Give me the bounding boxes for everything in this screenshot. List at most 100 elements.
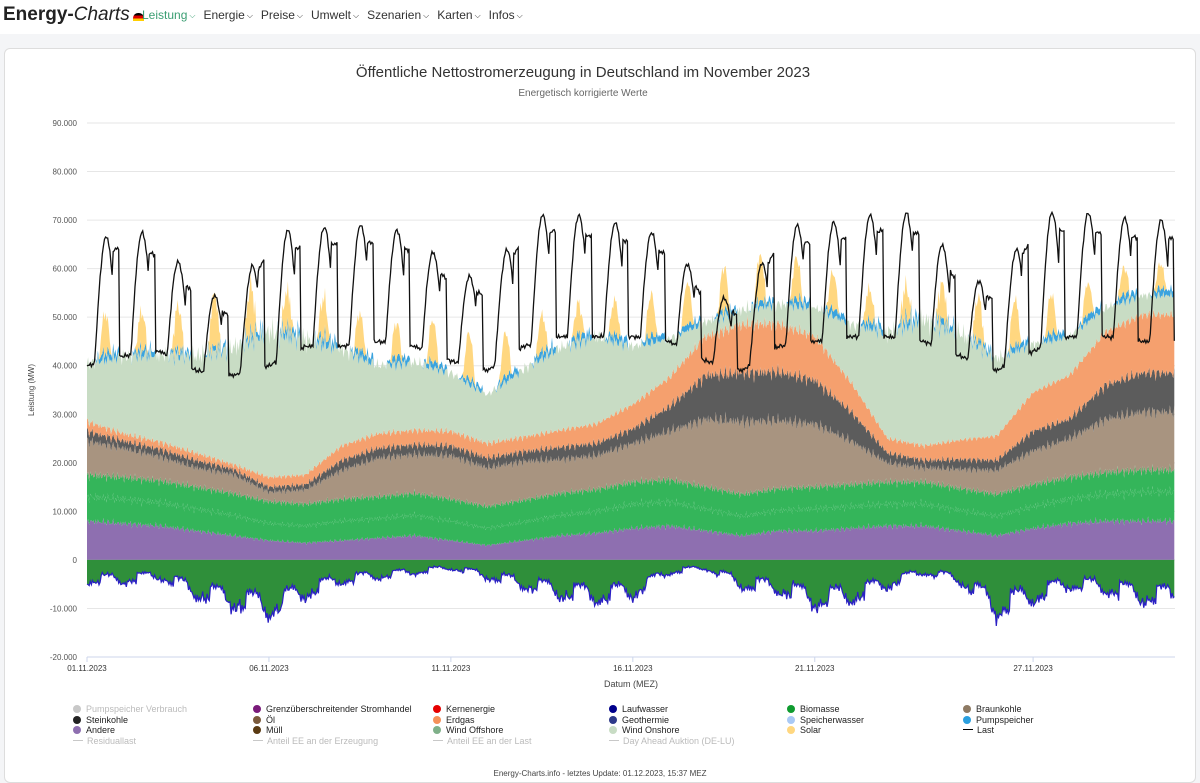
y-tick-label: -20.000	[50, 653, 78, 662]
menu-szenarien[interactable]: Szenarien ⌵	[367, 8, 430, 22]
legend-label: Öl	[266, 714, 275, 725]
legend-label: Kernenergie	[446, 704, 496, 714]
y-tick-label: -10.000	[50, 604, 78, 613]
x-axis-label: Datum (MEZ)	[604, 679, 658, 689]
legend-item[interactable]: Pumpspeicher	[963, 715, 1034, 725]
legend-label: Biomasse	[800, 704, 840, 714]
chevron-down-icon: ⌵	[353, 11, 360, 20]
brand-sub: Charts	[73, 4, 130, 25]
legend-item[interactable]: Day Ahead Auktion (DE-LU)	[609, 736, 735, 746]
x-tick-label: 11.11.2023	[431, 664, 470, 673]
menu-infos[interactable]: Infos ⌵	[488, 8, 523, 22]
legend-line-icon	[433, 739, 443, 741]
legend-row: Pumpspeicher Verbrauch Grenzüberschreiten…	[73, 704, 1173, 715]
line-last	[86, 210, 1175, 379]
legend-item[interactable]: Wind Onshore	[609, 725, 680, 735]
x-tick-label: 27.11.2023	[1013, 664, 1053, 673]
german-flag-icon	[132, 13, 144, 21]
menu-energie[interactable]: Energie ⌵	[203, 8, 253, 22]
chevron-down-icon: ⌵	[423, 11, 430, 20]
brand-main: Energy-	[3, 4, 74, 25]
area-biomasse	[87, 463, 1175, 531]
legend-item[interactable]: Solar	[787, 725, 821, 735]
legend-label: Speicherwasser	[800, 714, 865, 725]
legend-item[interactable]: Andere	[73, 725, 115, 735]
legend-item[interactable]: Anteil EE an der Erzeugung	[253, 736, 378, 746]
legend-item[interactable]: Grenzüberschreitender Stromhandel	[253, 704, 412, 714]
legend-dot-icon	[73, 726, 81, 734]
y-tick-label: 70.000	[53, 216, 78, 225]
legend-dot-icon	[73, 705, 81, 713]
legend-label: Wind Onshore	[622, 725, 680, 735]
legend-dot-icon	[433, 715, 441, 724]
legend-item[interactable]: Anteil EE an der Last	[433, 736, 532, 746]
x-tick-label: 01.11.2023	[67, 664, 107, 673]
area-andere	[87, 516, 1175, 560]
x-tick-label: 06.11.2023	[249, 664, 289, 673]
legend-dot-icon	[433, 705, 441, 713]
line-laufwasser	[86, 564, 1175, 626]
legend-item[interactable]: Wind Offshore	[433, 725, 503, 735]
area-wind-offshore	[87, 485, 1175, 547]
legend-item[interactable]: Kernenergie	[433, 704, 495, 714]
y-tick-label: 20.000	[53, 459, 78, 468]
legend-item[interactable]: Geothermie	[609, 715, 669, 725]
area-steinkohle	[87, 363, 1175, 495]
legend-item[interactable]: Müll	[253, 725, 283, 735]
chevron-down-icon: ⌵	[246, 11, 253, 20]
legend-line-icon	[73, 739, 83, 741]
legend-label: Erdgas	[446, 714, 475, 725]
menu-karten[interactable]: Karten ⌵	[437, 8, 481, 22]
legend-item[interactable]: Erdgas	[433, 715, 475, 725]
menu-leistung[interactable]: Leistung ⌵	[142, 8, 196, 22]
stacked-area-chart[interactable]: -20.000 -10.000 0 10.000 20.000 30.000 40.000 5…	[0, 0, 1200, 700]
x-tick-label: 16.11.2023	[613, 664, 653, 673]
legend-item[interactable]: Speicherwasser	[787, 715, 864, 725]
legend-label: Laufwasser	[622, 704, 669, 714]
chart-legend: Pumpspeicher Verbrauch Grenzüberschreiten…	[73, 704, 1173, 746]
legend-dot-icon	[609, 705, 617, 713]
legend-line-icon	[609, 739, 619, 741]
legend-item[interactable]: Öl	[253, 715, 275, 725]
menu-umwelt[interactable]: Umwelt ⌵	[311, 8, 360, 22]
chart-subtitle: Energetisch korrigierte Werte	[518, 88, 648, 99]
legend-item[interactable]: Steinkohle	[73, 715, 128, 725]
legend-item[interactable]: Braunkohle	[963, 704, 1022, 714]
area-erdgas	[87, 308, 1175, 490]
legend-label: Andere	[86, 725, 116, 735]
brand-logo[interactable]: Energy-Charts	[3, 4, 144, 26]
legend-item[interactable]: Pumpspeicher Verbrauch	[73, 704, 187, 714]
legend-dot-icon	[253, 715, 261, 724]
legend-row: Andere Müll Wind Offshore Wind Onshore Solar…	[73, 725, 1173, 736]
legend-row: Residuallast Anteil EE an der Erzeugung An…	[73, 736, 1173, 747]
chevron-down-icon: ⌵	[516, 11, 523, 20]
legend-label: Pumpspeicher	[976, 714, 1034, 725]
legend-label: Braunkohle	[976, 704, 1022, 714]
chevron-down-icon: ⌵	[189, 11, 196, 20]
x-tick-label: 21.11.2023	[795, 664, 835, 673]
chevron-down-icon: ⌵	[296, 11, 303, 20]
legend-dot-icon	[963, 715, 971, 724]
chevron-down-icon: ⌵	[474, 11, 481, 20]
area-grenzueberschreitender-stromhandel	[87, 559, 1175, 626]
area-braunkohle	[87, 405, 1175, 509]
legend-dot-icon	[609, 726, 617, 734]
menu-preise[interactable]: Preise ⌵	[260, 8, 303, 22]
legend-dot-icon	[433, 726, 441, 734]
legend-label: Grenzüberschreitender Stromhandel	[266, 704, 412, 714]
legend-label: Pumpspeicher Verbrauch	[86, 704, 188, 714]
legend-line-icon	[963, 729, 973, 730]
legend-item[interactable]: Last	[963, 725, 994, 735]
legend-label: Geothermie	[622, 714, 670, 725]
legend-item[interactable]: Residuallast	[73, 736, 136, 746]
legend-label: Day Ahead Auktion (DE-LU)	[623, 735, 735, 746]
legend-item[interactable]: Laufwasser	[609, 704, 668, 714]
update-footer: Energy-Charts.info - letztes Update: 01.…	[493, 769, 707, 778]
legend-label: Anteil EE an der Last	[447, 735, 532, 746]
legend-dot-icon	[963, 705, 971, 713]
legend-dot-icon	[253, 705, 261, 713]
legend-dot-icon	[787, 726, 795, 734]
legend-item[interactable]: Biomasse	[787, 704, 840, 714]
legend-dot-icon	[787, 715, 795, 724]
chart-title: Öffentliche Nettostromerzeugung in Deuts…	[355, 64, 811, 81]
